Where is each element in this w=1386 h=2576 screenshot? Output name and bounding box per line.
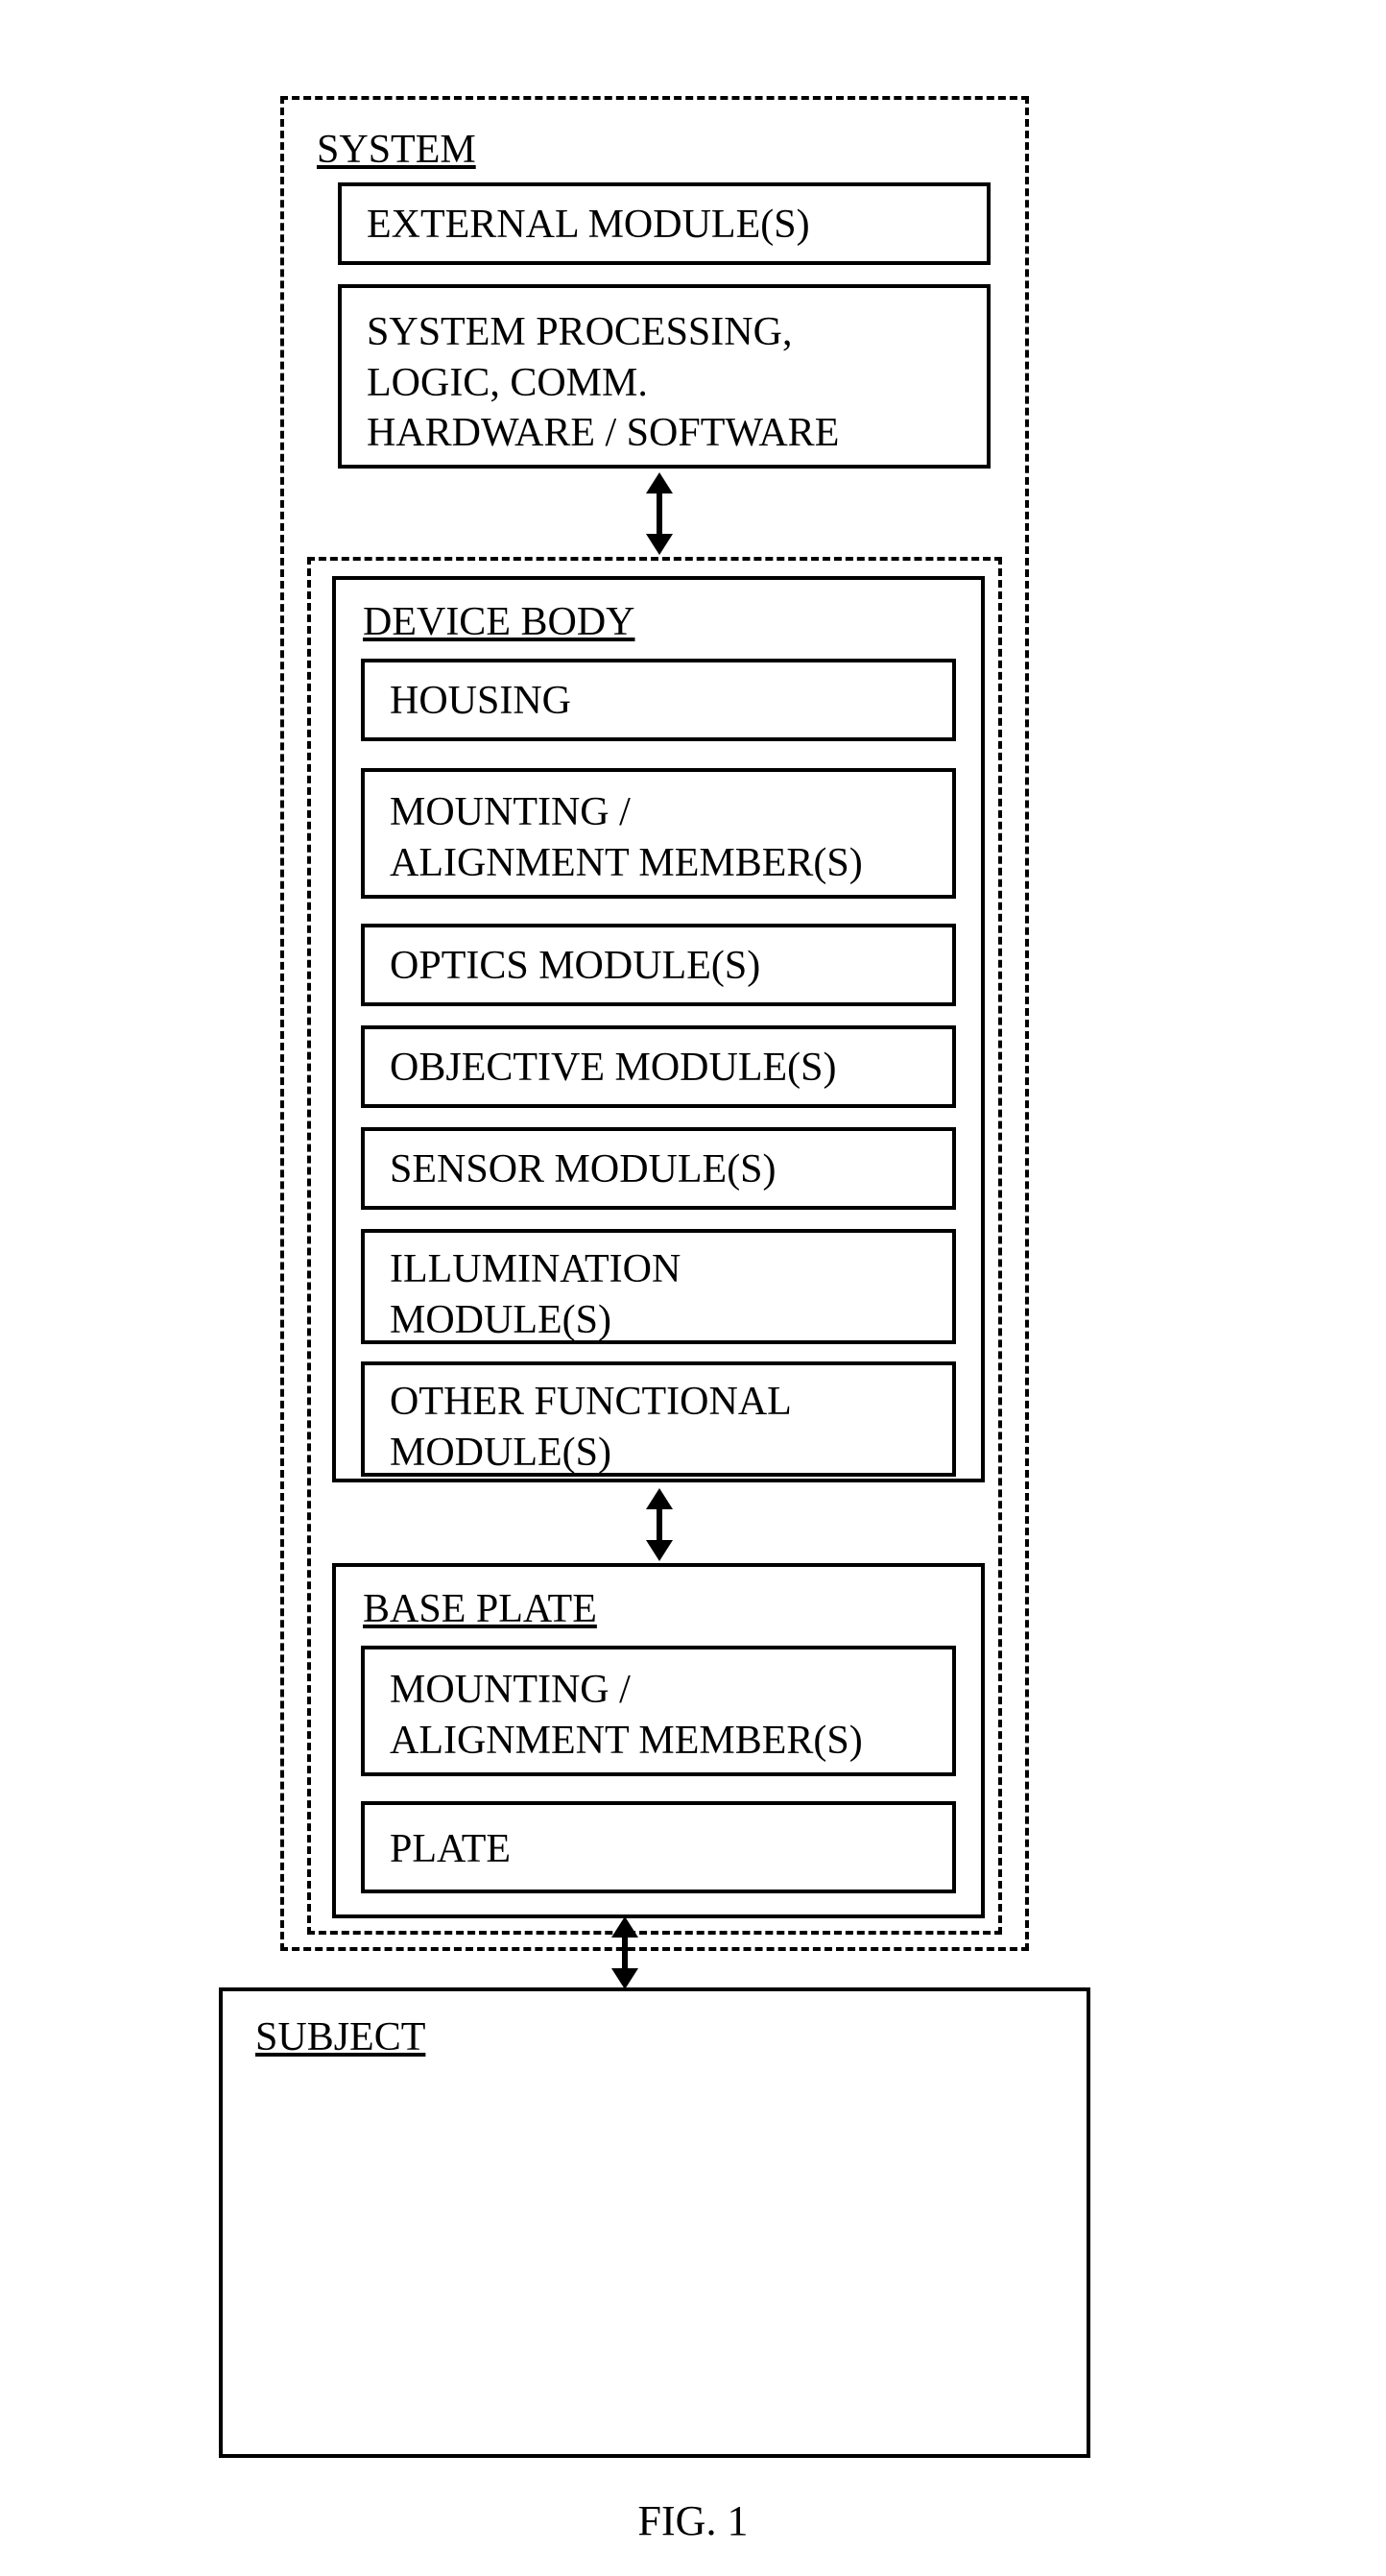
mounting-alignment-label-1: MOUNTING / ALIGNMENT MEMBER(S) xyxy=(390,787,863,888)
system-title: SYSTEM xyxy=(317,125,476,176)
arrow-device-to-base xyxy=(657,1507,662,1542)
external-module-label: EXTERNAL MODULE(S) xyxy=(367,200,810,251)
device-body-title: DEVICE BODY xyxy=(363,597,634,648)
system-processing-label: SYSTEM PROCESSING, LOGIC, COMM. HARDWARE… xyxy=(367,307,839,459)
other-functional-module-label: OTHER FUNCTIONAL MODULE(S) xyxy=(390,1377,792,1478)
base-plate-title: BASE PLATE xyxy=(363,1584,597,1635)
illumination-module-label: ILLUMINATION MODULE(S) xyxy=(390,1244,681,1345)
objective-module-label: OBJECTIVE MODULE(S) xyxy=(390,1043,836,1094)
plate-label: PLATE xyxy=(390,1824,511,1875)
mounting-alignment-label-2: MOUNTING / ALIGNMENT MEMBER(S) xyxy=(390,1665,863,1766)
arrow-system-to-device xyxy=(657,492,662,536)
arrow-base-to-subject xyxy=(622,1936,628,1970)
housing-label: HOUSING xyxy=(390,676,571,727)
page: SYSTEM EXTERNAL MODULE(S) SYSTEM PROCESS… xyxy=(0,0,1386,2576)
optics-module-label: OPTICS MODULE(S) xyxy=(390,941,760,992)
sensor-module-label: SENSOR MODULE(S) xyxy=(390,1144,777,1195)
subject-title: SUBJECT xyxy=(255,2012,425,2063)
figure-caption: FIG. 1 xyxy=(0,2496,1386,2545)
